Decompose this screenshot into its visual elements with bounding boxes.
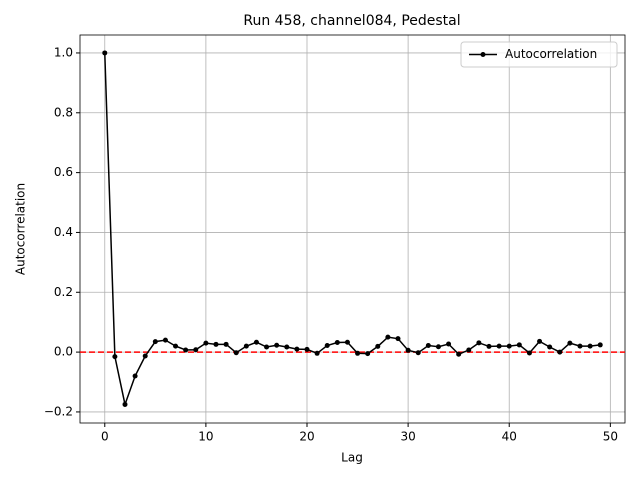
data-point bbox=[435, 344, 441, 350]
data-point bbox=[496, 343, 502, 349]
chart-title: Run 458, channel084, Pedestal bbox=[243, 13, 460, 29]
data-point bbox=[334, 340, 340, 346]
data-point bbox=[466, 347, 472, 353]
data-point bbox=[577, 343, 583, 349]
data-point bbox=[162, 337, 168, 343]
data-point bbox=[375, 343, 381, 349]
data-point bbox=[183, 347, 189, 353]
data-point bbox=[385, 334, 391, 340]
data-point bbox=[112, 354, 118, 360]
y-tick-label: 0.2 bbox=[54, 285, 73, 299]
y-tick-label: 0.8 bbox=[54, 105, 73, 119]
data-point bbox=[233, 350, 239, 356]
data-point bbox=[213, 341, 219, 347]
legend-label: Autocorrelation bbox=[505, 47, 597, 61]
data-point bbox=[405, 347, 411, 353]
data-point bbox=[446, 341, 452, 347]
data-point bbox=[365, 351, 371, 357]
data-point bbox=[476, 340, 482, 346]
legend-box bbox=[460, 41, 618, 68]
legend-marker bbox=[480, 52, 486, 57]
data-point bbox=[537, 338, 543, 344]
x-tick-label: 10 bbox=[198, 430, 213, 444]
data-point bbox=[567, 340, 573, 346]
data-point bbox=[395, 336, 401, 342]
data-point bbox=[314, 350, 320, 356]
data-point bbox=[587, 343, 593, 349]
data-point bbox=[597, 342, 603, 348]
data-point bbox=[284, 344, 290, 350]
data-point bbox=[142, 353, 148, 359]
data-point bbox=[516, 342, 522, 348]
data-point bbox=[223, 341, 229, 347]
x-tick-label: 30 bbox=[400, 430, 415, 444]
y-tick-label: 0.0 bbox=[54, 345, 73, 359]
data-point bbox=[486, 343, 492, 349]
data-point bbox=[294, 346, 300, 352]
y-axis-label: Autocorrelation bbox=[14, 183, 28, 275]
data-point bbox=[193, 347, 199, 353]
data-point bbox=[415, 350, 421, 356]
data-point bbox=[557, 349, 563, 355]
data-point bbox=[355, 350, 361, 356]
y-tick-label: 0.6 bbox=[54, 165, 73, 179]
data-point bbox=[547, 344, 553, 350]
data-point bbox=[203, 340, 209, 346]
data-point bbox=[122, 401, 128, 407]
y-tick-label: 0.4 bbox=[54, 225, 73, 239]
y-tick-label: −0.2 bbox=[44, 404, 73, 418]
x-tick-label: 40 bbox=[502, 430, 517, 444]
data-point bbox=[152, 339, 158, 345]
x-tick-label: 50 bbox=[603, 430, 618, 444]
data-point bbox=[456, 351, 462, 357]
data-point bbox=[344, 339, 350, 345]
data-point bbox=[243, 343, 249, 349]
x-axis-label: Lag bbox=[341, 451, 363, 465]
data-point bbox=[102, 50, 108, 56]
data-point bbox=[173, 343, 179, 349]
data-point bbox=[253, 339, 259, 345]
data-point bbox=[132, 373, 138, 379]
data-point bbox=[425, 343, 431, 349]
y-tick-label: 1.0 bbox=[54, 45, 73, 59]
data-point bbox=[274, 342, 280, 348]
data-point bbox=[506, 343, 512, 349]
plot-frame bbox=[79, 34, 626, 424]
x-tick-label: 0 bbox=[101, 430, 109, 444]
data-point bbox=[304, 346, 310, 352]
data-point bbox=[324, 343, 330, 349]
data-point bbox=[264, 344, 270, 350]
x-tick-label: 20 bbox=[299, 430, 314, 444]
data-point bbox=[526, 350, 532, 356]
